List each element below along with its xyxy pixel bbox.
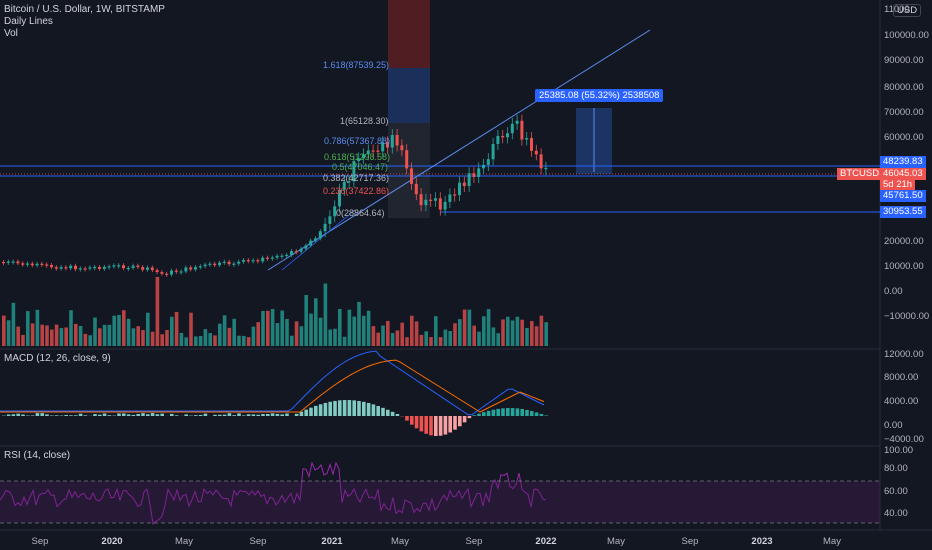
time-axis-label: Sep <box>465 536 483 547</box>
macd-title[interactable]: MACD (12, 26, close, 9) <box>4 353 111 364</box>
time-axis-label: Sep <box>249 536 267 547</box>
fib-level-label: 0.618(51298.58) <box>324 152 391 162</box>
fib-level-label: 1.618(87539.25) <box>323 60 390 70</box>
indicator-daily-lines[interactable]: Daily Lines <box>4 16 53 27</box>
rsi-title[interactable]: RSI (14, close) <box>4 450 71 461</box>
fib-zone <box>388 123 430 218</box>
last-price-tag: 46045.03 <box>880 168 926 180</box>
price-axis-label: 60000.00 <box>884 132 924 143</box>
time-axis-label: 2020 <box>101 536 123 547</box>
fib-level-label: 0.5(47046.47) <box>332 162 389 172</box>
countdown-tag: 5d 21h <box>880 179 916 191</box>
price-axis-label: 10000.00 <box>884 261 924 272</box>
macd-axis-label: −4000.00 <box>884 434 924 445</box>
rsi-axis-label: 40.00 <box>884 508 908 519</box>
fib-level-label: 0.786(57367.88) <box>324 136 391 146</box>
price-axis-label: 0.00 <box>884 286 903 297</box>
fib-level-label: 0(28864.64) <box>336 208 385 218</box>
macd-axis-label: 12000.00 <box>884 349 924 360</box>
currency-button[interactable]: USD <box>893 4 922 17</box>
time-axis-label: 2021 <box>321 536 343 547</box>
symbol-tag: BTCUSD <box>837 168 883 180</box>
price-tag-lower: 45761.50 <box>880 190 926 202</box>
measure-label: 25385.08 (55.32%) 2538508 <box>535 89 664 102</box>
symbol-title[interactable]: Bitcoin / U.S. Dollar, 1W, BITSTAMP <box>4 4 165 15</box>
macd-axis-label: 8000.00 <box>884 372 919 383</box>
time-axis-label: Sep <box>681 536 699 547</box>
rsi-axis-label: 60.00 <box>884 486 908 497</box>
price-axis-label: 20000.00 <box>884 236 924 247</box>
target-zone <box>388 68 430 123</box>
fib-level-label: 1(65128.30) <box>340 116 389 126</box>
macd-axis-label: 0.00 <box>884 420 903 431</box>
time-axis-label: Sep <box>31 536 49 547</box>
price-axis-label: 80000.00 <box>884 82 924 93</box>
time-axis-label: May <box>391 536 409 547</box>
price-axis-label: −10000.00 <box>884 311 930 322</box>
price-axis-label: 100000.00 <box>884 30 929 41</box>
indicator-volume[interactable]: Vol <box>4 28 18 39</box>
time-axis-label: May <box>175 536 193 547</box>
time-axis-label: May <box>823 536 841 547</box>
price-axis-label: 90000.00 <box>884 55 924 66</box>
price-tag-upper: 48239.83 <box>880 156 926 168</box>
rsi-axis-label: 100.00 <box>884 445 914 456</box>
support-tag: 30953.55 <box>880 206 926 218</box>
macd-axis-label: 4000.00 <box>884 396 919 407</box>
risk-zone <box>388 0 430 68</box>
fib-level-label: 0.236(37422.86) <box>323 186 390 196</box>
price-axis-label: 11000 <box>884 4 910 15</box>
time-axis-label: 2023 <box>751 536 773 547</box>
rsi-axis-label: 80.00 <box>884 463 908 474</box>
fib-level-label: 0.382(42717.36) <box>323 173 390 183</box>
time-axis-label: 2022 <box>535 536 557 547</box>
time-axis-label: May <box>607 536 625 547</box>
price-axis-label: 70000.00 <box>884 107 924 118</box>
